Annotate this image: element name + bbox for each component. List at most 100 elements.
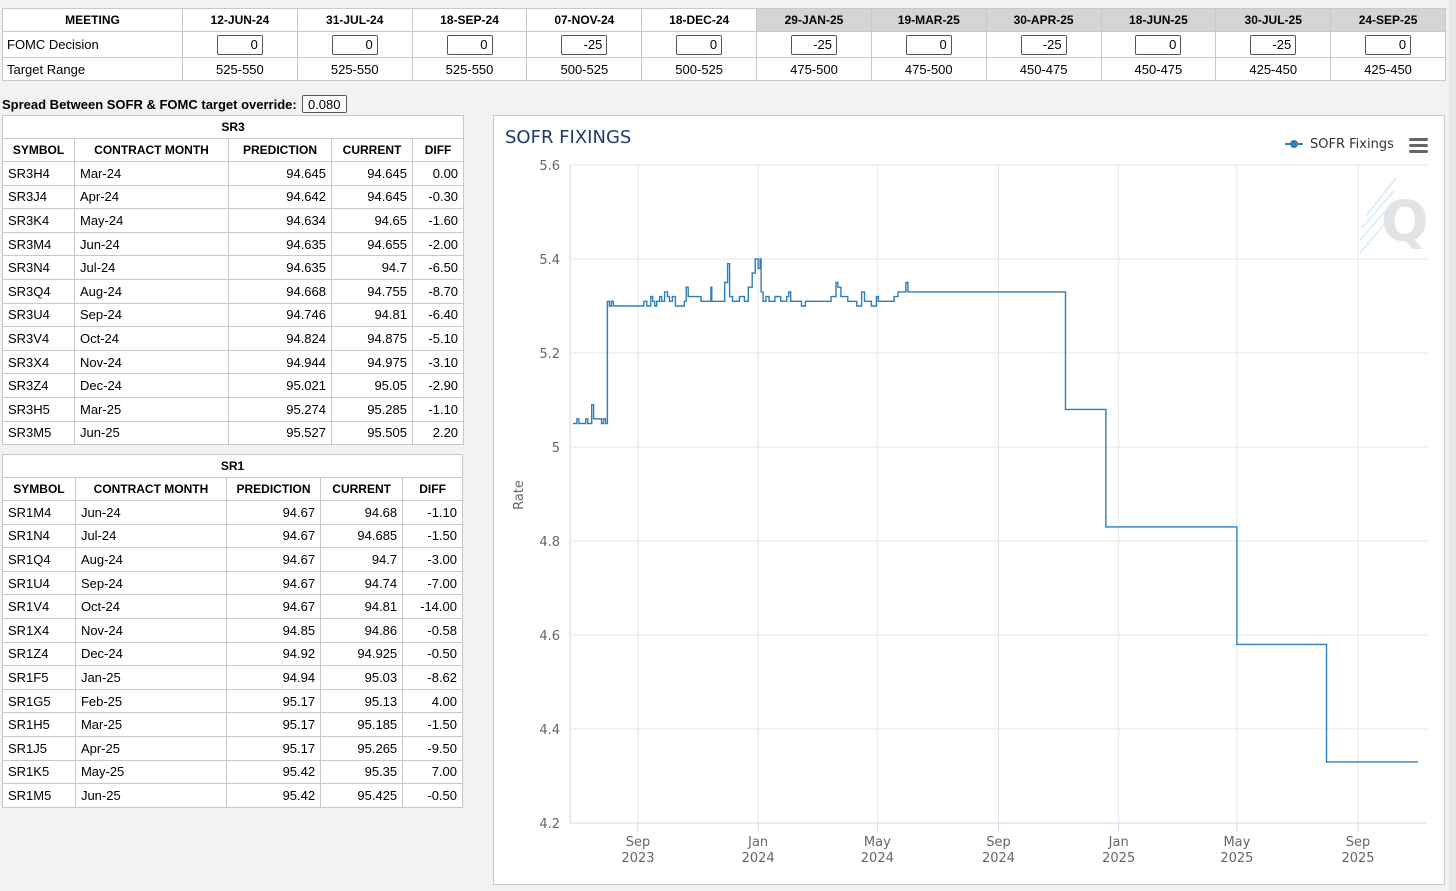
x-tick-label-year: 2025 xyxy=(1220,851,1253,866)
contract-month-cell: Oct-24 xyxy=(74,594,227,619)
fomc-decision-input[interactable] xyxy=(331,34,378,55)
legend-item-sofr-fixings[interactable]: SOFR Fixings xyxy=(1285,137,1394,152)
sofr-chart: 4.2 4.4 4.6 4.8 5 5.2 5.4 5.6 Sep 2023 Jan 2024 May 2… xyxy=(493,115,1445,885)
prediction-cell: 95.42 xyxy=(225,759,322,785)
x-tick-label-month: Jan xyxy=(747,835,768,850)
fomc-decision-input[interactable] xyxy=(1365,34,1412,55)
y-axis-title: Rate xyxy=(512,480,527,510)
symbol-cell: SR3K4 xyxy=(2,208,75,233)
prediction-cell: 95.42 xyxy=(225,783,322,808)
contract-month-cell: Sep-24 xyxy=(74,570,227,596)
meeting-date: 18-JUN-25 xyxy=(1100,8,1217,32)
fomc-decision-input[interactable] xyxy=(561,34,608,55)
current-cell: 94.81 xyxy=(331,302,413,328)
contract-month-cell: Mar-25 xyxy=(74,396,229,422)
symbol-cell: SR3N4 xyxy=(2,255,75,280)
prediction-cell: 94.645 xyxy=(228,161,332,186)
current-cell: 94.74 xyxy=(320,570,404,596)
prediction-cell: 94.824 xyxy=(228,326,332,351)
current-cell: 94.685 xyxy=(320,523,404,549)
meeting-date: 29-JAN-25 xyxy=(756,8,872,32)
prediction-cell: 95.021 xyxy=(228,373,332,398)
symbol-cell: SR3U4 xyxy=(2,302,75,328)
table-row: SR1K5 May-25 95.42 95.35 7.00 xyxy=(2,759,463,785)
q-logo-watermark-icon: Q xyxy=(1359,177,1429,255)
contract-month-cell: Feb-25 xyxy=(74,688,227,714)
target-range-value: 525-550 xyxy=(296,57,413,81)
current-cell: 95.285 xyxy=(331,396,413,422)
contract-month-cell: Mar-24 xyxy=(74,161,229,186)
target-range-label: Target Range xyxy=(2,57,183,81)
contract-month-cell: Apr-25 xyxy=(74,735,227,761)
prediction-cell: 94.85 xyxy=(225,617,322,643)
table-row: SR1M5 Jun-25 95.42 95.425 -0.50 xyxy=(2,783,463,808)
target-range-value: 525-550 xyxy=(182,57,298,81)
fomc-decision-input[interactable] xyxy=(446,34,493,55)
fomc-decision-input[interactable] xyxy=(790,34,837,55)
spread-override-input[interactable] xyxy=(301,95,347,113)
current-cell: 94.755 xyxy=(331,278,413,304)
contract-month-cell: May-25 xyxy=(74,759,227,785)
symbol-cell: SR3H4 xyxy=(2,161,75,186)
diff-cell: 4.00 xyxy=(402,688,463,714)
diff-cell: -0.50 xyxy=(402,641,463,667)
current-cell: 94.645 xyxy=(331,161,413,186)
target-range-value: 450-475 xyxy=(1100,57,1217,81)
prediction-cell: 94.944 xyxy=(228,349,332,375)
meeting-date: 31-JUL-24 xyxy=(296,8,413,32)
chart-menu-icon[interactable] xyxy=(1406,134,1430,154)
prediction-cell: 94.634 xyxy=(228,208,332,233)
diff-cell: -0.58 xyxy=(402,617,463,643)
y-tick-label: 4.2 xyxy=(539,817,560,832)
diff-cell: -1.50 xyxy=(402,523,463,549)
prediction-cell: 95.274 xyxy=(228,396,332,422)
fomc-decision-input[interactable] xyxy=(1020,34,1067,55)
spread-label: Spread Between SOFR & FOMC target overri… xyxy=(2,96,297,112)
fomc-decision-input[interactable] xyxy=(1135,34,1182,55)
current-cell: 95.425 xyxy=(320,783,404,808)
table-row: SR1N4 Jul-24 94.67 94.685 -1.50 xyxy=(2,523,463,549)
sr3-table-title: SR3 xyxy=(1,115,465,139)
column-header-prediction: PREDICTION xyxy=(225,477,322,501)
meeting-header-row: MEETING 12-JUN-24 31-JUL-24 18-SEP-24 07-NO… xyxy=(2,8,1446,32)
x-tick-label-year: 2024 xyxy=(742,851,775,866)
meeting-date: 30-APR-25 xyxy=(985,8,1102,32)
contract-month-cell: May-24 xyxy=(74,208,229,233)
prediction-cell: 94.67 xyxy=(225,523,322,549)
current-cell: 94.7 xyxy=(320,547,404,572)
current-cell: 95.265 xyxy=(320,735,404,761)
x-tick-label-year: 2024 xyxy=(982,851,1015,866)
diff-cell: -6.40 xyxy=(411,302,465,328)
fomc-decision-input[interactable] xyxy=(905,34,952,55)
fomc-decision-cell xyxy=(870,31,987,58)
column-header-symbol: SYMBOL xyxy=(2,477,76,501)
prediction-cell: 94.92 xyxy=(225,641,322,667)
diff-cell: -2.00 xyxy=(411,231,465,257)
fomc-decision-input[interactable] xyxy=(676,34,723,55)
fomc-decision-cell xyxy=(411,31,528,58)
fomc-decision-input[interactable] xyxy=(1250,34,1297,55)
symbol-cell: SR1V4 xyxy=(2,594,76,619)
page-scrollbar[interactable] xyxy=(1449,0,1456,891)
diff-cell: -0.30 xyxy=(411,184,465,210)
current-cell: 95.13 xyxy=(320,688,404,714)
column-header-current: CURRENT xyxy=(320,477,404,501)
sr3-table: SR3 SYMBOL CONTRACT MONTH PREDICTION CUR… xyxy=(1,115,465,446)
symbol-cell: SR1G5 xyxy=(2,688,76,714)
table-row: SR1G5 Feb-25 95.17 95.13 4.00 xyxy=(2,688,463,714)
table-row: SR1J5 Apr-25 95.17 95.265 -9.50 xyxy=(2,735,463,761)
current-cell: 94.68 xyxy=(320,500,404,525)
series-line-sofr-fixings xyxy=(573,258,1419,763)
x-tick-label-month: May xyxy=(1223,835,1250,850)
fomc-decision-cell xyxy=(1330,31,1446,58)
fomc-decision-input[interactable] xyxy=(216,34,263,55)
target-range-row: Target Range 525-550 525-550 525-550 500-52… xyxy=(2,57,1446,81)
symbol-cell: SR1F5 xyxy=(2,665,76,690)
current-cell: 95.05 xyxy=(331,373,413,398)
table-row: SR1H5 Mar-25 95.17 95.185 -1.50 xyxy=(2,712,463,737)
diff-cell: -1.10 xyxy=(402,500,463,525)
diff-cell: -1.50 xyxy=(402,712,463,737)
symbol-cell: SR1K5 xyxy=(2,759,76,785)
diff-cell: 0.00 xyxy=(411,161,465,186)
symbol-cell: SR3X4 xyxy=(2,349,75,375)
